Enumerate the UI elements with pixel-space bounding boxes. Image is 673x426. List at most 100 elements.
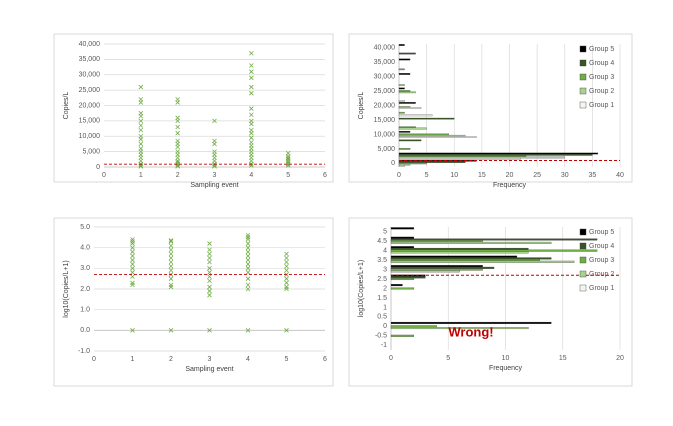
legend-label: Group 2 xyxy=(589,88,614,95)
data-point xyxy=(175,100,180,105)
y-tick-label: 0 xyxy=(391,160,395,167)
bar xyxy=(398,91,416,94)
y-tick-label: 5 xyxy=(383,229,387,236)
data-point xyxy=(249,63,254,68)
data-point xyxy=(168,263,174,269)
data-point xyxy=(130,257,135,263)
bar xyxy=(398,126,416,129)
data-point xyxy=(130,282,135,288)
y-tick-label: 0.5 xyxy=(377,314,387,321)
data-point xyxy=(207,284,212,290)
bar xyxy=(390,334,415,337)
data-point xyxy=(207,241,212,246)
bar xyxy=(398,106,411,108)
bar xyxy=(390,249,598,252)
y-tick-label: 2 xyxy=(383,285,387,292)
data-point xyxy=(245,245,251,250)
x-tick-label: 4 xyxy=(246,356,250,363)
data-point xyxy=(175,144,180,150)
y-tick-label: 3.0 xyxy=(80,265,90,272)
bar xyxy=(398,152,599,155)
bar xyxy=(398,127,427,130)
bar xyxy=(390,251,529,254)
x-axis-title: Sampling event xyxy=(190,182,238,189)
x-tick-label: 4 xyxy=(249,172,253,179)
data-point xyxy=(130,249,135,255)
data-point xyxy=(284,276,289,281)
bar xyxy=(398,117,455,120)
y-axis-title: Copies/L xyxy=(63,92,70,120)
x-tick-label: 3 xyxy=(208,356,212,363)
x-tick-label: 0 xyxy=(102,172,106,179)
x-tick-label: 10 xyxy=(502,355,510,362)
bar xyxy=(398,156,565,159)
x-tick-label: 0 xyxy=(389,355,393,362)
data-point xyxy=(207,274,212,279)
data-point xyxy=(207,270,212,275)
bar xyxy=(390,259,541,262)
data-point xyxy=(207,328,212,333)
data-point xyxy=(284,280,289,286)
bar xyxy=(390,247,529,250)
y-tick-label: 5,000 xyxy=(377,146,395,153)
data-point xyxy=(130,245,135,250)
data-point xyxy=(138,164,144,169)
legend-swatch xyxy=(579,73,587,81)
data-point xyxy=(249,135,254,141)
y-axis-title: Copies/L xyxy=(358,92,365,120)
bar xyxy=(398,111,405,114)
x-tick-label: 6 xyxy=(323,356,327,363)
data-point xyxy=(245,257,251,263)
data-point xyxy=(168,238,174,243)
data-point xyxy=(130,270,135,275)
bar xyxy=(390,260,575,263)
data-point xyxy=(138,137,144,142)
x-tick-label: 5 xyxy=(286,172,290,179)
bar xyxy=(398,136,477,138)
x-tick-label: 0 xyxy=(397,172,401,179)
data-point xyxy=(130,261,135,267)
data-point xyxy=(245,237,251,242)
bar xyxy=(390,227,415,230)
bar xyxy=(398,68,405,71)
data-point xyxy=(130,237,135,242)
bar xyxy=(398,100,405,102)
bar xyxy=(390,321,552,324)
data-point xyxy=(138,113,144,119)
data-point xyxy=(175,118,180,124)
data-point xyxy=(175,164,180,169)
y-tick-label: 5,000 xyxy=(82,148,100,155)
data-point xyxy=(212,118,217,124)
data-point xyxy=(130,239,135,244)
bar xyxy=(398,84,405,86)
data-point xyxy=(249,84,254,90)
bar xyxy=(390,265,483,268)
x-tick-label: 25 xyxy=(533,172,541,179)
data-point xyxy=(212,141,217,147)
legend-swatch xyxy=(579,256,587,264)
bar xyxy=(390,236,415,239)
y-tick-label: -1.0 xyxy=(78,348,90,355)
y-tick-label: 40,000 xyxy=(79,41,101,48)
data-point xyxy=(138,118,144,124)
data-point xyxy=(249,75,254,81)
x-axis-title: Frequency xyxy=(493,182,527,189)
y-tick-label: 1.5 xyxy=(377,295,387,302)
bar xyxy=(398,107,422,109)
bar xyxy=(398,131,411,133)
x-tick-label: 40 xyxy=(616,172,624,179)
bar xyxy=(398,114,433,117)
data-point xyxy=(249,112,254,118)
data-point xyxy=(175,130,180,136)
x-tick-label: 2 xyxy=(176,172,180,179)
data-point xyxy=(284,255,289,261)
data-point xyxy=(207,259,212,265)
bar xyxy=(390,255,518,258)
legend-swatch xyxy=(579,87,587,95)
bar xyxy=(390,270,460,273)
x-tick-label: 15 xyxy=(478,172,486,179)
legend-label: Group 2 xyxy=(589,271,614,278)
x-tick-label: 15 xyxy=(559,355,567,362)
legend-label: Group 5 xyxy=(589,229,614,236)
